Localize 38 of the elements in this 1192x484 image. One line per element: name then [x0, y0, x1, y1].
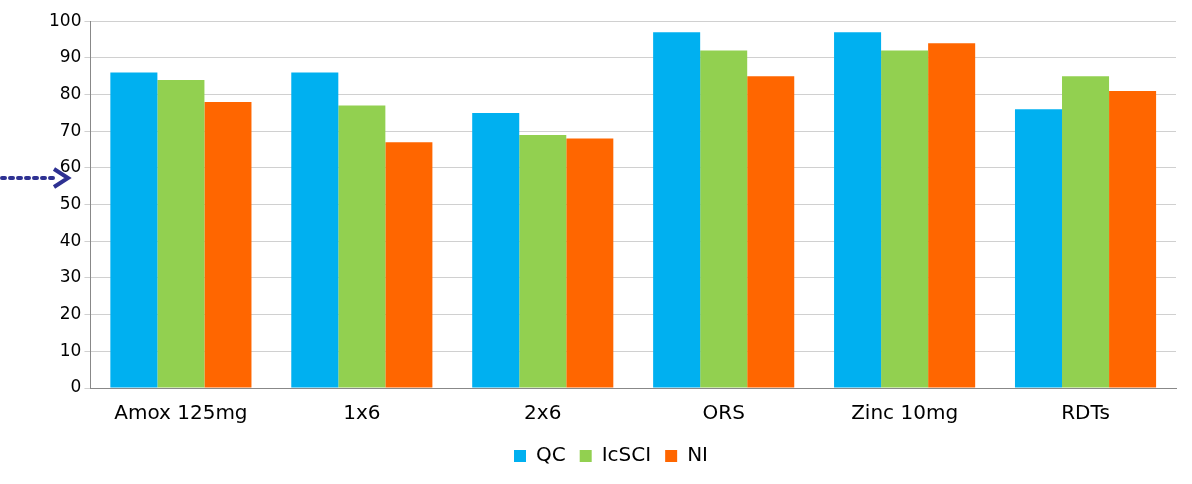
y-tick-label: 20	[59, 303, 82, 324]
bar	[110, 72, 158, 388]
bar	[157, 79, 205, 388]
bar	[928, 43, 976, 388]
x-tick-label: Zinc 10mg	[851, 400, 959, 425]
bar	[519, 134, 567, 388]
bar	[385, 142, 433, 388]
y-tick-label: 0	[70, 376, 82, 397]
x-tick-label: RDTs	[1061, 400, 1110, 425]
legend-label: IcSCI	[601, 442, 652, 467]
legend-label: NI	[687, 442, 709, 467]
y-tick-label: 50	[59, 193, 82, 214]
bar	[700, 50, 748, 388]
bar	[881, 50, 929, 388]
y-tick-label: 40	[59, 229, 82, 250]
bar	[1062, 76, 1110, 388]
bar	[566, 138, 614, 388]
y-tick-label: 60	[59, 156, 82, 177]
bar	[204, 101, 252, 388]
y-tick-label: 90	[59, 46, 82, 67]
bar	[338, 105, 386, 388]
bar	[1014, 109, 1063, 388]
legend-label: QC	[535, 442, 566, 467]
bar	[472, 112, 520, 388]
bar	[834, 32, 882, 388]
y-tick-label: 30	[59, 266, 82, 287]
y-tick-label: 80	[59, 82, 82, 103]
y-tick-label: 10	[59, 339, 82, 360]
x-tick-label: Amox 125mg	[114, 400, 248, 425]
bar	[653, 32, 701, 388]
y-tick-label: 100	[48, 9, 82, 30]
bar	[1109, 90, 1157, 388]
bar	[291, 72, 339, 388]
y-tick-label: 70	[59, 119, 82, 140]
x-tick-label: ORS	[702, 400, 745, 425]
x-tick-label: 1x6	[343, 400, 381, 425]
bar	[747, 76, 795, 388]
x-tick-label: 2x6	[524, 400, 562, 425]
